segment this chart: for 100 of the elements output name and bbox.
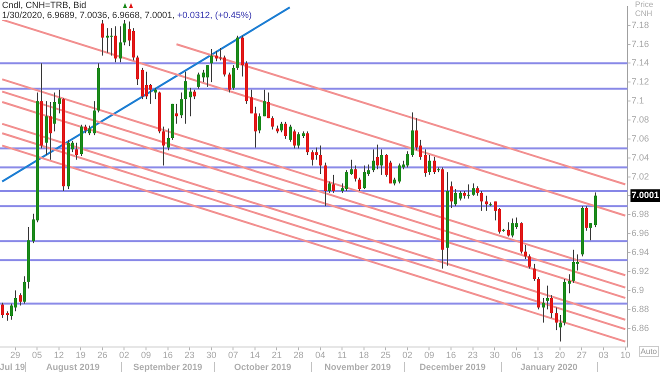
candlestick: [167, 128, 170, 151]
y-tick-label: 6.96: [631, 228, 650, 238]
text: August 2019: [46, 362, 100, 372]
x-tick-label: 16: [162, 350, 173, 360]
candlestick: [280, 121, 283, 133]
candlestick: [319, 145, 322, 174]
text: October 2019: [234, 362, 292, 372]
y-tick-label: 7.04: [631, 152, 650, 162]
x-tick-label: 09: [140, 350, 151, 360]
candlestick: [6, 310, 9, 322]
text: Jul 19: [0, 362, 26, 372]
y-tick-label: 7.08: [631, 114, 650, 124]
candlestick: [472, 182, 475, 196]
candlestick: [254, 106, 257, 148]
candlestick: [467, 184, 470, 200]
text: December 2019: [420, 362, 486, 372]
x-tick-label: 13: [533, 350, 544, 360]
candlestick: [53, 92, 56, 132]
x-tick-label: 04: [315, 350, 326, 360]
candlestick: [162, 126, 165, 166]
candlestick: [585, 206, 588, 232]
x-tick-label: 19: [76, 350, 86, 360]
candlestick: [289, 124, 292, 142]
annotation: +0.0312, (+0.45%): [176, 10, 252, 20]
y-tick-label: 7.18: [631, 20, 650, 30]
x-tick-label: 11: [337, 350, 347, 360]
candlestick: [332, 174, 335, 194]
candlestick: [149, 84, 152, 104]
x-tick-label: 02: [402, 350, 412, 360]
candlestick: [114, 26, 117, 63]
candlestick: [1, 302, 4, 318]
y-tick-label: 6.94: [631, 247, 650, 258]
candlestick: [202, 69, 205, 83]
y-tick-label: 7.06: [631, 133, 650, 144]
candlestick: [14, 290, 17, 312]
candlestick: [293, 128, 296, 149]
candlestick: [75, 142, 78, 160]
candlestick: [459, 190, 462, 201]
candlestick: [428, 154, 431, 176]
candlestick: [145, 71, 148, 100]
x-tick-label: 09: [424, 350, 434, 360]
candlestick: [106, 28, 109, 54]
candlestick: [263, 89, 266, 117]
candlestick: [311, 150, 314, 166]
candlestick: [250, 89, 253, 114]
x-tick-label: 10: [620, 350, 630, 360]
candlestick: [154, 87, 157, 100]
x-tick-label: 27: [576, 350, 587, 360]
text: November 2019: [324, 362, 391, 372]
candlestick: [297, 132, 300, 149]
candlestick: [206, 64, 209, 88]
x-tick-label: 02: [119, 350, 130, 360]
candlestick: [271, 116, 274, 130]
y-tick-label: 6.9: [631, 284, 644, 295]
candlestick: [376, 144, 379, 170]
candlestick: [546, 285, 549, 310]
x-tick-label: 29: [10, 350, 20, 360]
candlestick: [480, 190, 483, 212]
y-tick-label: 6.92: [631, 266, 650, 276]
annotation: 1/30/2020, 6.9689, 7.0036, 6.9668, 7.0001,: [2, 10, 175, 20]
candlestick: [23, 276, 26, 304]
candlestick: [433, 156, 436, 174]
candlestick: [88, 125, 91, 136]
candlestick: [315, 146, 318, 160]
candlestick: [476, 186, 479, 196]
candlestick: [119, 26, 122, 63]
candlestick: [542, 297, 545, 324]
candlestick: [424, 148, 427, 178]
candlestick: [524, 244, 527, 260]
y-tick-label: 7.12: [631, 76, 650, 87]
y-tick-label: 7.1: [631, 96, 644, 106]
candlestick: [189, 87, 192, 117]
x-tick-label: 14: [250, 350, 260, 360]
candlestick: [507, 222, 510, 237]
x-tick-label: 23: [468, 350, 478, 360]
candlestick: [197, 72, 200, 90]
candlestick: [223, 55, 226, 77]
candlestick: [58, 89, 61, 114]
x-tick-label: 25: [380, 350, 391, 360]
candlestick: [380, 148, 383, 176]
y-tick-label: 7.02: [631, 171, 650, 182]
x-tick-label: 30: [206, 350, 216, 360]
candlestick: [267, 92, 270, 119]
candlestick: [284, 121, 287, 140]
candlestick: [572, 249, 575, 284]
y-tick-label: 6.86: [631, 322, 650, 333]
candlestick: [406, 150, 409, 168]
candlestick: [345, 170, 348, 192]
candlestick: [589, 222, 592, 241]
x-tick-label: 30: [490, 350, 500, 360]
candlestick: [533, 263, 536, 282]
candlestick: [110, 28, 113, 56]
x-tick-label: 16: [446, 350, 456, 360]
candlestick: [215, 50, 218, 62]
x-tick-label: 05: [32, 350, 42, 360]
candlestick: [49, 102, 52, 160]
candlestick: [528, 254, 531, 270]
y-tick-label: 7.0001: [631, 190, 660, 200]
candlestick: [358, 177, 361, 192]
candlestick: [101, 19, 104, 56]
